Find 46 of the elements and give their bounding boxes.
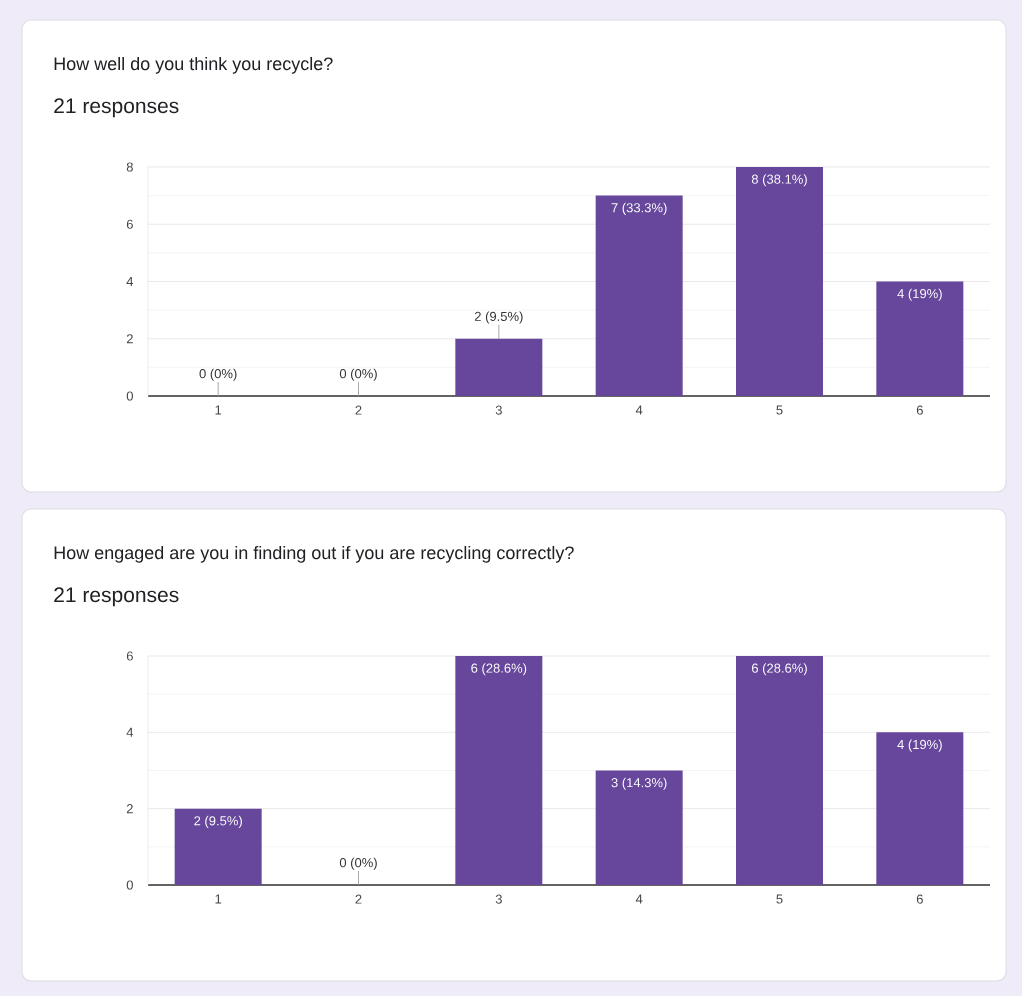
x-tick-label: 4	[635, 405, 643, 415]
x-tick-label: 1	[215, 405, 222, 415]
bar	[174, 808, 262, 885]
x-tick-label: 5	[776, 405, 783, 415]
data-label: 0 (0%)	[339, 857, 377, 870]
chart-title: How engaged are you in finding out if you are recycling correctly?	[54, 545, 574, 563]
data-label: 0 (0%)	[199, 368, 237, 381]
data-label: 6 (28.6%)	[751, 663, 807, 676]
chart-title: How well do you think you recycle?	[54, 56, 333, 74]
data-label: 6 (28.6%)	[471, 663, 527, 676]
x-tick-label: 1	[215, 894, 222, 904]
data-label: 7 (33.3%)	[611, 202, 667, 215]
x-tick-label: 2	[355, 894, 362, 904]
data-label: 3 (14.3%)	[611, 777, 667, 790]
bar	[595, 770, 683, 885]
x-tick-label: 5	[776, 894, 783, 904]
bar	[876, 732, 964, 885]
x-tick-label: 6	[916, 405, 923, 415]
y-tick-label: 6	[126, 651, 133, 661]
x-tick-label: 3	[495, 405, 502, 415]
data-label: 2 (9.5%)	[474, 311, 523, 324]
y-tick-label: 0	[126, 391, 133, 401]
y-tick-label: 2	[126, 804, 133, 814]
bar	[736, 656, 824, 885]
x-tick-label: 6	[916, 894, 923, 904]
bar	[455, 656, 543, 885]
x-tick-label: 3	[495, 894, 502, 904]
data-label: 4 (19%)	[897, 288, 942, 301]
y-tick-label: 8	[126, 162, 133, 172]
chart-subtitle: 21 responses	[54, 587, 179, 607]
data-label: 8 (38.1%)	[751, 174, 807, 187]
x-tick-label: 4	[635, 894, 643, 904]
bar	[455, 338, 543, 396]
data-label: 4 (19%)	[897, 739, 942, 752]
data-label: 0 (0%)	[339, 368, 377, 381]
chart-subtitle: 21 responses	[54, 98, 179, 118]
y-tick-label: 4	[126, 727, 134, 737]
y-tick-label: 2	[126, 334, 133, 344]
y-tick-label: 6	[126, 219, 133, 229]
y-tick-label: 0	[126, 880, 133, 890]
x-tick-label: 2	[355, 405, 362, 415]
data-label: 2 (9.5%)	[194, 815, 242, 828]
bar	[736, 167, 824, 396]
y-tick-label: 4	[126, 277, 134, 286]
bar	[595, 195, 683, 396]
bar	[876, 281, 964, 396]
